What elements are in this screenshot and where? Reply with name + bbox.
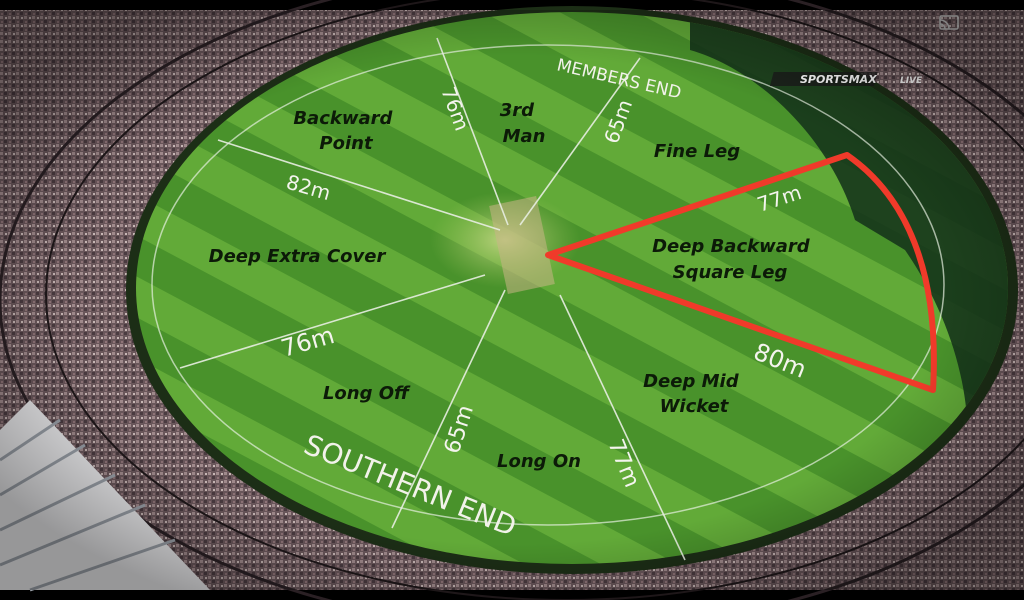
top-letterbox: [0, 0, 1024, 10]
vignette-overlay: [0, 10, 1024, 590]
bottom-letterbox: [0, 590, 1024, 600]
